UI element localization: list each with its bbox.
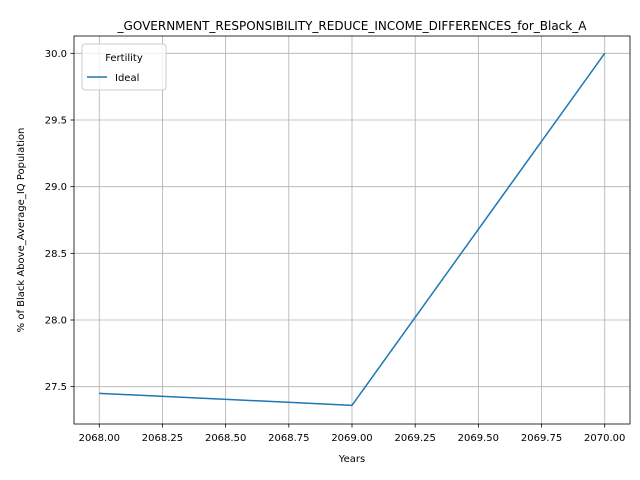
legend-title: Fertility <box>105 53 143 64</box>
legend-box <box>81 43 167 91</box>
y-tick-label: 30.0 <box>45 49 67 60</box>
x-axis-ticks: 2068.00 2068.25 2068.50 2068.75 2069.00 2069.… <box>79 424 625 444</box>
y-tick-label: 28.0 <box>45 316 67 327</box>
y-axis-label: % of Black Above_Average_IQ Population <box>16 128 27 333</box>
x-tick-label: 2068.75 <box>268 433 309 444</box>
y-tick-label: 29.5 <box>45 116 67 127</box>
y-axis-ticks: 27.5 28.0 28.5 29.0 29.5 30.0 <box>45 49 74 393</box>
y-tick-label: 29.0 <box>45 182 67 193</box>
legend: Fertility Ideal <box>81 43 167 91</box>
x-tick-label: 2069.75 <box>521 433 562 444</box>
series-layer <box>99 52 606 407</box>
x-tick-label: 2068.00 <box>79 433 120 444</box>
x-tick-label: 2069.00 <box>331 433 372 444</box>
x-axis-label: Years <box>338 454 365 465</box>
x-tick-label: 2068.50 <box>205 433 246 444</box>
x-tick-label: 2069.25 <box>395 433 436 444</box>
grid-lines <box>74 36 630 424</box>
x-tick-label: 2068.25 <box>142 433 183 444</box>
y-tick-label: 28.5 <box>45 249 67 260</box>
chart-title: _GOVERNMENT_RESPONSIBILITY_REDUCE_INCOME… <box>117 19 588 33</box>
y-tick-label: 27.5 <box>45 382 67 393</box>
legend-entry-ideal: Ideal <box>115 73 139 84</box>
x-tick-label: 2070.00 <box>584 433 625 444</box>
x-tick-label: 2069.50 <box>458 433 499 444</box>
series-line-ideal <box>99 52 606 407</box>
